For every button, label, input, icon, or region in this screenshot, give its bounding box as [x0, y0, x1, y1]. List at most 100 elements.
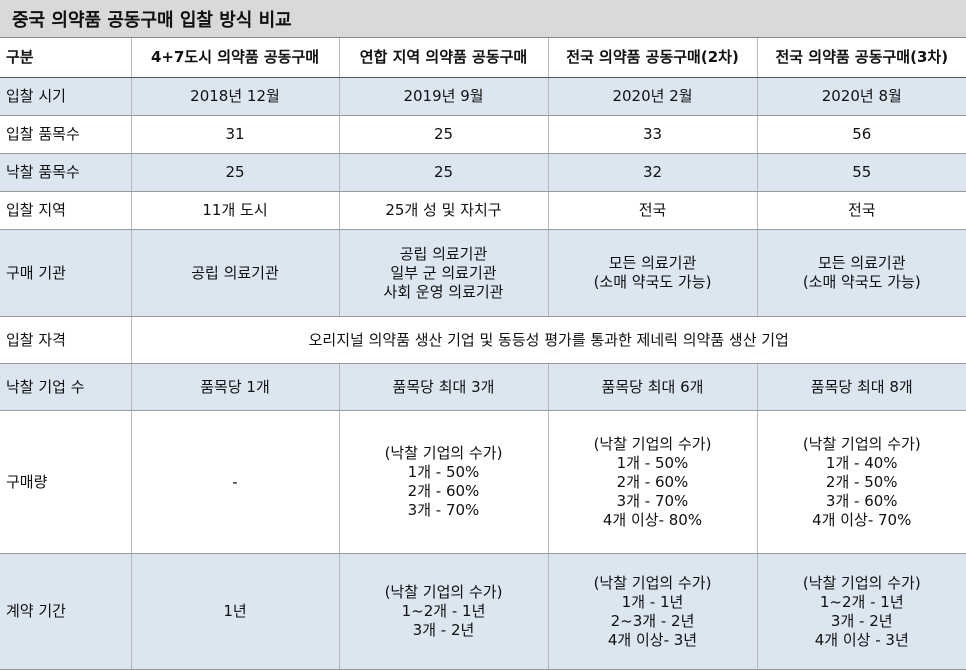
- cell-line: 31: [132, 125, 339, 144]
- row-label: 입찰 지역: [0, 192, 131, 230]
- table-cell: 2020년 2월: [548, 78, 757, 116]
- cell-line: 전국: [758, 201, 966, 220]
- cell-line: (소매 약국도 가능): [758, 273, 966, 292]
- cell-line: 품목당 최대 8개: [758, 378, 966, 397]
- cell-line: 1~2개 - 1년: [758, 593, 966, 612]
- row-label: 구매량: [0, 411, 131, 554]
- table-cell: 품목당 최대 8개: [757, 364, 966, 411]
- cell-line: 품목당 1개: [132, 378, 339, 397]
- cell-line: 사회 운영 의료기관: [340, 283, 548, 302]
- cell-line: 1년: [132, 602, 339, 621]
- cell-line: 1개 - 50%: [340, 463, 548, 482]
- table-cell: 31: [131, 116, 339, 154]
- table-title: 중국 의약품 공동구매 입찰 방식 비교: [0, 0, 966, 38]
- table-cell: -: [131, 411, 339, 554]
- cell-line: 1개 - 50%: [549, 454, 757, 473]
- cell-line: 모든 의료기관: [758, 254, 966, 273]
- cell-line: 품목당 최대 6개: [549, 378, 757, 397]
- cell-line: 56: [758, 125, 966, 144]
- cell-line: 2개 - 60%: [340, 482, 548, 501]
- table-cell: (낙찰 기업의 수가)1개 - 50%2개 - 60%3개 - 70%4개 이상…: [548, 411, 757, 554]
- cell-line: (낙찰 기업의 수가): [340, 583, 548, 602]
- cell-line: 33: [549, 125, 757, 144]
- cell-line: 2018년 12월: [132, 87, 339, 106]
- cell-line: 25: [132, 163, 339, 182]
- table-cell: 55: [757, 154, 966, 192]
- cell-line: 2019년 9월: [340, 87, 548, 106]
- header-cell: 4+7도시 의약품 공동구매: [131, 38, 339, 78]
- row-label: 낙찰 기업 수: [0, 364, 131, 411]
- table-cell: 25: [131, 154, 339, 192]
- header-cell: 전국 의약품 공동구매(2차): [548, 38, 757, 78]
- cell-line: (소매 약국도 가능): [549, 273, 757, 292]
- table-cell: 56: [757, 116, 966, 154]
- table-cell: 25: [339, 154, 548, 192]
- table-cell: 25: [339, 116, 548, 154]
- table-cell: 1년: [131, 554, 339, 670]
- table-cell: 모든 의료기관(소매 약국도 가능): [548, 230, 757, 317]
- cell-line: 2020년 2월: [549, 87, 757, 106]
- cell-line: 2개 - 50%: [758, 473, 966, 492]
- cell-line: 일부 군 의료기관: [340, 264, 548, 283]
- header-cell: 연합 지역 의약품 공동구매: [339, 38, 548, 78]
- row-label: 입찰 품목수: [0, 116, 131, 154]
- cell-line: 모든 의료기관: [549, 254, 757, 273]
- cell-line: 55: [758, 163, 966, 182]
- table-cell: 품목당 최대 6개: [548, 364, 757, 411]
- table-cell: 2020년 8월: [757, 78, 966, 116]
- table-cell: 2018년 12월: [131, 78, 339, 116]
- table-row: 구매량-(낙찰 기업의 수가)1개 - 50%2개 - 60%3개 - 70%(…: [0, 411, 966, 554]
- table-cell: 품목당 최대 3개: [339, 364, 548, 411]
- cell-line: 2개 - 60%: [549, 473, 757, 492]
- cell-line: 2020년 8월: [758, 87, 966, 106]
- cell-line: 공립 의료기관: [132, 264, 339, 283]
- table-cell: 33: [548, 116, 757, 154]
- header-cell: 전국 의약품 공동구매(3차): [757, 38, 966, 78]
- table-cell: 모든 의료기관(소매 약국도 가능): [757, 230, 966, 317]
- row-label: 구매 기관: [0, 230, 131, 317]
- table-cell: 32: [548, 154, 757, 192]
- row-label: 입찰 시기: [0, 78, 131, 116]
- cell-line: 3개 - 2년: [340, 621, 548, 640]
- cell-line: (낙찰 기업의 수가): [758, 574, 966, 593]
- table-cell: (낙찰 기업의 수가)1개 - 50%2개 - 60%3개 - 70%: [339, 411, 548, 554]
- cell-line: 2~3개 - 2년: [549, 612, 757, 631]
- header-label-cell: 구분: [0, 38, 131, 78]
- table-cell: 11개 도시: [131, 192, 339, 230]
- table-cell: 2019년 9월: [339, 78, 548, 116]
- cell-line: (낙찰 기업의 수가): [549, 435, 757, 454]
- cell-line: 품목당 최대 3개: [340, 378, 548, 397]
- row-label: 계약 기간: [0, 554, 131, 670]
- cell-line: 공립 의료기관: [340, 245, 548, 264]
- cell-line: 3개 - 70%: [340, 501, 548, 520]
- cell-line: -: [132, 473, 339, 492]
- cell-line: 4개 이상- 70%: [758, 511, 966, 530]
- cell-line: 25개 성 및 자치구: [340, 201, 548, 220]
- cell-line: 25: [340, 125, 548, 144]
- cell-line: (낙찰 기업의 수가): [549, 574, 757, 593]
- cell-line: (낙찰 기업의 수가): [340, 444, 548, 463]
- cell-line: 25: [340, 163, 548, 182]
- cell-line: 3개 - 70%: [549, 492, 757, 511]
- table-cell: (낙찰 기업의 수가)1개 - 40%2개 - 50%3개 - 60%4개 이상…: [757, 411, 966, 554]
- table-cell: 전국: [548, 192, 757, 230]
- table-cell: 전국: [757, 192, 966, 230]
- table-cell: 공립 의료기관: [131, 230, 339, 317]
- merged-cell: 오리지널 의약품 생산 기업 및 동등성 평가를 통과한 제네릭 의약품 생산 …: [131, 317, 966, 364]
- cell-line: 1개 - 1년: [549, 593, 757, 612]
- table-cell: 25개 성 및 자치구: [339, 192, 548, 230]
- row-label: 낙찰 품목수: [0, 154, 131, 192]
- cell-line: (낙찰 기업의 수가): [758, 435, 966, 454]
